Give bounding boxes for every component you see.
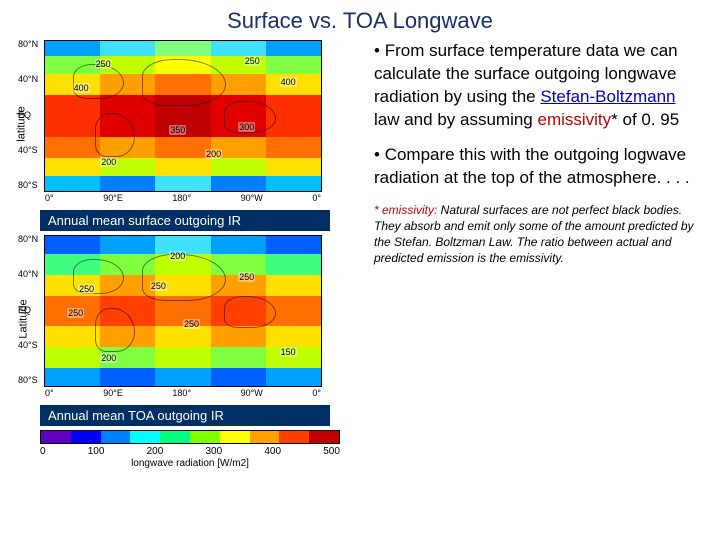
footnote-lead: * emissivity: bbox=[374, 203, 437, 217]
map-panel: latitude80°N40°NEQ40°S80°S25025040040035… bbox=[8, 40, 358, 208]
contour-label: 200 bbox=[205, 149, 222, 159]
bullet-item: • Compare this with the outgoing logwave… bbox=[374, 144, 702, 190]
maps-column: latitude80°N40°NEQ40°S80°S25025040040035… bbox=[8, 40, 358, 469]
contour-label: 150 bbox=[280, 347, 297, 357]
contour-label: 250 bbox=[67, 308, 84, 318]
colorbar-ticks: 0100200300400500 bbox=[40, 446, 340, 457]
contour-label: 400 bbox=[73, 83, 90, 93]
map-caption: Annual mean TOA outgoing IR bbox=[40, 405, 330, 426]
contour-label: 400 bbox=[280, 77, 297, 87]
world-map: 2002502502502502502001500°90°E180°90°W0° bbox=[44, 235, 322, 387]
colorbar-label: longwave radiation [W/m2] bbox=[40, 458, 340, 469]
x-ticks: 0°90°E180°90°W0° bbox=[45, 193, 321, 203]
bullet-item: • From surface temperature data we can c… bbox=[374, 40, 702, 132]
emissivity-term: emissivity bbox=[537, 110, 611, 129]
contour-label: 250 bbox=[244, 56, 261, 66]
contour-label: 250 bbox=[238, 272, 255, 282]
colorbar: 0100200300400500longwave radiation [W/m2… bbox=[40, 430, 340, 469]
stefan-boltzmann-link[interactable]: Stefan-Boltzmann bbox=[540, 87, 675, 106]
footnote: * emissivity: Natural surfaces are not p… bbox=[374, 202, 702, 267]
contour-label: 250 bbox=[150, 281, 167, 291]
contour-label: 200 bbox=[169, 251, 186, 261]
y-ticks: 80°N40°NEQ40°S80°S bbox=[18, 40, 38, 190]
contour-label: 300 bbox=[238, 122, 255, 132]
map-panel: Latitude80°N40°NEQ40°S80°S20025025025025… bbox=[8, 235, 358, 403]
text-column: • From surface temperature data we can c… bbox=[358, 40, 712, 469]
contour-label: 200 bbox=[100, 157, 117, 167]
map-caption: Annual mean surface outgoing IR bbox=[40, 210, 330, 231]
contour-label: 250 bbox=[183, 319, 200, 329]
contour-label: 250 bbox=[78, 284, 95, 294]
slide-title: Surface vs. TOA Longwave bbox=[0, 0, 720, 40]
contour-label: 350 bbox=[169, 125, 186, 135]
contour-label: 250 bbox=[95, 59, 112, 69]
contour-label: 200 bbox=[100, 353, 117, 363]
world-map: 2502504004003503002002000°90°E180°90°W0° bbox=[44, 40, 322, 192]
y-ticks: 80°N40°NEQ40°S80°S bbox=[18, 235, 38, 385]
x-ticks: 0°90°E180°90°W0° bbox=[45, 388, 321, 398]
